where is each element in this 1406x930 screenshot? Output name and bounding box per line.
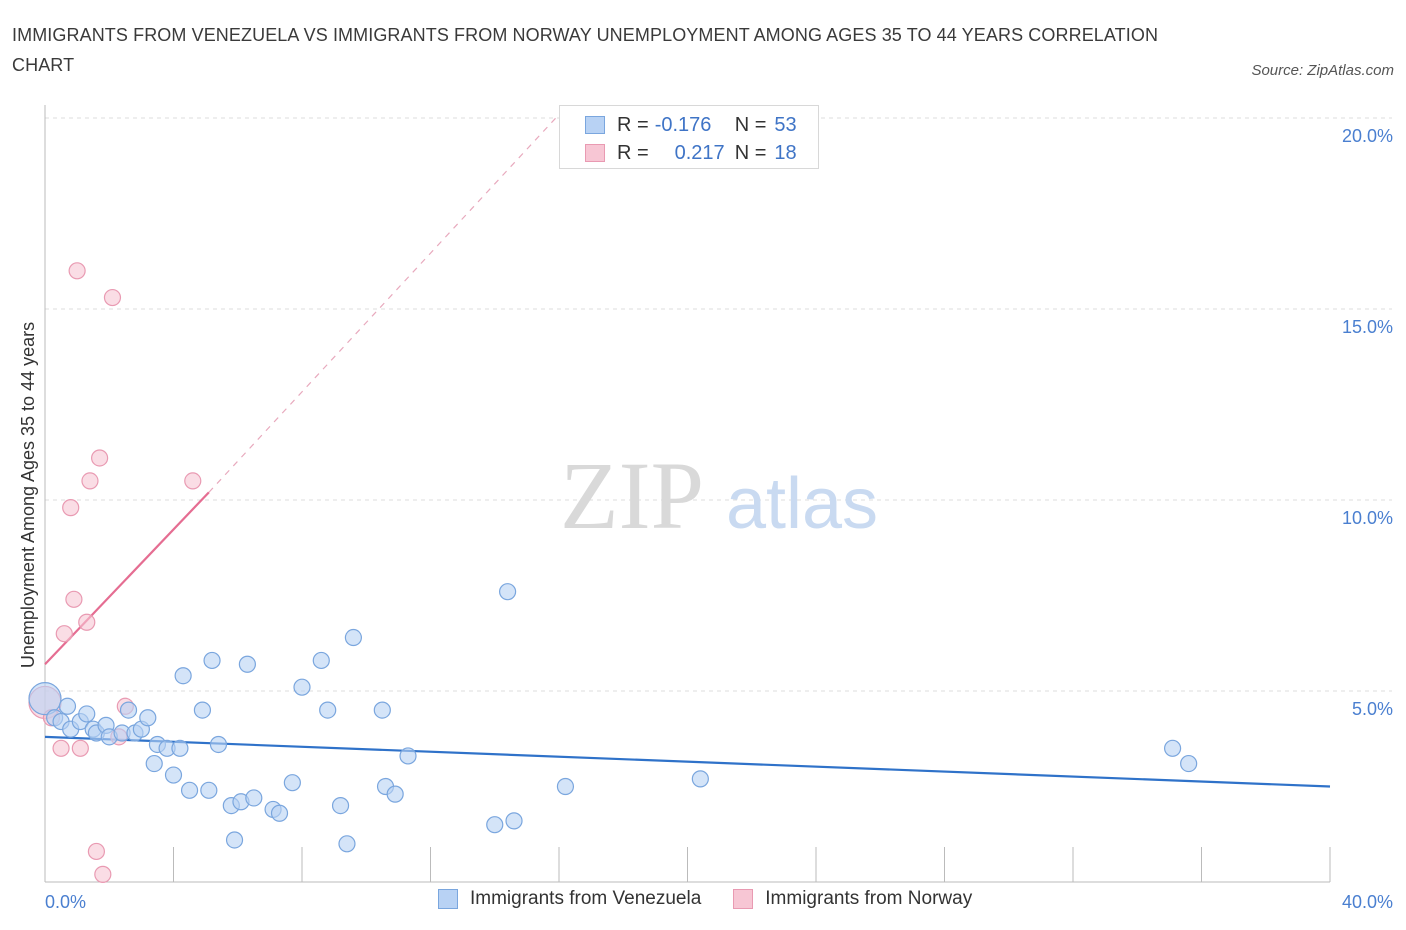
data-point-venezuela — [331, 796, 350, 815]
data-point-venezuela — [119, 701, 138, 719]
data-point-venezuela — [238, 655, 256, 673]
legend-r-value: -0.176 — [654, 113, 712, 136]
watermark: ZIP atlas — [560, 442, 878, 549]
legend-n-value: 53 — [774, 113, 797, 136]
chart-title: IMMIGRANTS FROM VENEZUELA VS IMMIGRANTS … — [12, 25, 1159, 75]
watermark-zip: ZIP — [560, 442, 704, 549]
data-point-norway — [94, 865, 112, 883]
legend-swatch-venezuela — [438, 889, 458, 909]
correlation-legend: R = -0.176 N = 53 R = 0.217 N = 18 — [559, 105, 819, 169]
legend-n-value: 18 — [774, 141, 797, 164]
source-label: Source: ZipAtlas.com — [1251, 62, 1394, 79]
data-point-venezuela — [58, 697, 77, 715]
data-point-norway — [78, 613, 96, 631]
trend-line-venezuela — [44, 735, 1331, 788]
legend-swatch-venezuela — [585, 116, 605, 134]
data-point-venezuela — [171, 739, 189, 757]
data-point-venezuela — [319, 701, 337, 719]
data-point-venezuela — [1163, 739, 1182, 757]
legend-row-norway: R = 0.217 N = 18 — [585, 141, 797, 165]
trend-line-norway-extension — [208, 117, 557, 493]
data-point-venezuela — [209, 735, 228, 754]
data-point-venezuela — [283, 774, 301, 792]
data-point-norway — [81, 472, 99, 490]
data-point-venezuela — [344, 628, 362, 647]
data-point-venezuela — [1180, 754, 1198, 773]
data-point-venezuela — [691, 770, 709, 788]
legend-r-value: 0.217 — [674, 141, 725, 164]
data-point-norway — [71, 739, 89, 757]
data-point-norway — [55, 625, 73, 643]
data-point-venezuela — [28, 682, 62, 716]
data-point-norway — [68, 262, 86, 280]
data-point-venezuela — [78, 705, 96, 723]
data-point-venezuela — [203, 651, 221, 670]
series-legend-label: Immigrants from Norway — [765, 888, 973, 909]
data-point-norway — [65, 590, 83, 608]
data-point-venezuela — [338, 835, 356, 853]
data-point-norway — [184, 472, 202, 490]
series-legend-venezuela: Immigrants from Venezuela — [438, 888, 701, 910]
data-point-norway — [103, 288, 122, 307]
data-point-norway — [87, 842, 106, 861]
data-points — [28, 262, 1198, 883]
data-point-venezuela — [139, 709, 157, 727]
legend-swatch-norway — [585, 144, 605, 162]
data-point-venezuela — [373, 701, 391, 719]
gridlines — [45, 117, 1392, 692]
data-point-venezuela — [193, 701, 212, 719]
x-tick-label: 40.0% — [1342, 892, 1393, 912]
data-point-norway — [52, 739, 70, 757]
data-point-venezuela — [293, 678, 311, 696]
data-point-venezuela — [486, 816, 504, 834]
data-point-venezuela — [556, 777, 575, 796]
x-tick-label: 0.0% — [45, 892, 86, 912]
data-point-venezuela — [245, 789, 263, 807]
axes — [44, 105, 1331, 883]
data-point-venezuela — [505, 812, 523, 830]
data-point-venezuela — [200, 781, 218, 799]
data-point-venezuela — [386, 785, 404, 803]
data-point-venezuela — [164, 766, 183, 784]
series-legend: Immigrants from Venezuela Immigrants fro… — [438, 888, 1004, 910]
series-legend-label: Immigrants from Venezuela — [470, 888, 702, 909]
legend-row-venezuela: R = -0.176 N = 53 — [585, 113, 797, 137]
y-axis-label: Unemployment Among Ages 35 to 44 years — [18, 322, 38, 668]
y-tick-label: 20.0% — [1342, 126, 1393, 146]
data-point-norway — [62, 499, 80, 517]
y-tick-label: 15.0% — [1342, 317, 1393, 337]
data-point-norway — [91, 449, 109, 467]
data-point-venezuela — [180, 781, 199, 799]
data-point-venezuela — [312, 651, 330, 670]
y-tick-label: 5.0% — [1352, 699, 1393, 719]
data-point-venezuela — [270, 804, 289, 822]
series-legend-norway: Immigrants from Norway — [733, 888, 972, 910]
y-tick-label: 10.0% — [1342, 508, 1393, 528]
legend-n-label: N = — [734, 141, 767, 164]
data-point-venezuela — [225, 831, 244, 849]
data-point-venezuela — [174, 667, 192, 685]
tick-labels: 5.0% 10.0% 15.0% 20.0% 0.0% 40.0% — [45, 126, 1393, 912]
legend-r-label: R = — [617, 113, 649, 136]
data-point-venezuela — [499, 583, 517, 601]
data-point-venezuela — [145, 754, 163, 773]
data-point-venezuela — [399, 747, 417, 765]
legend-r-label: R = — [617, 141, 649, 164]
legend-n-label: N = — [734, 113, 767, 136]
watermark-atlas: atlas — [726, 464, 878, 544]
legend-swatch-norway — [733, 889, 754, 909]
